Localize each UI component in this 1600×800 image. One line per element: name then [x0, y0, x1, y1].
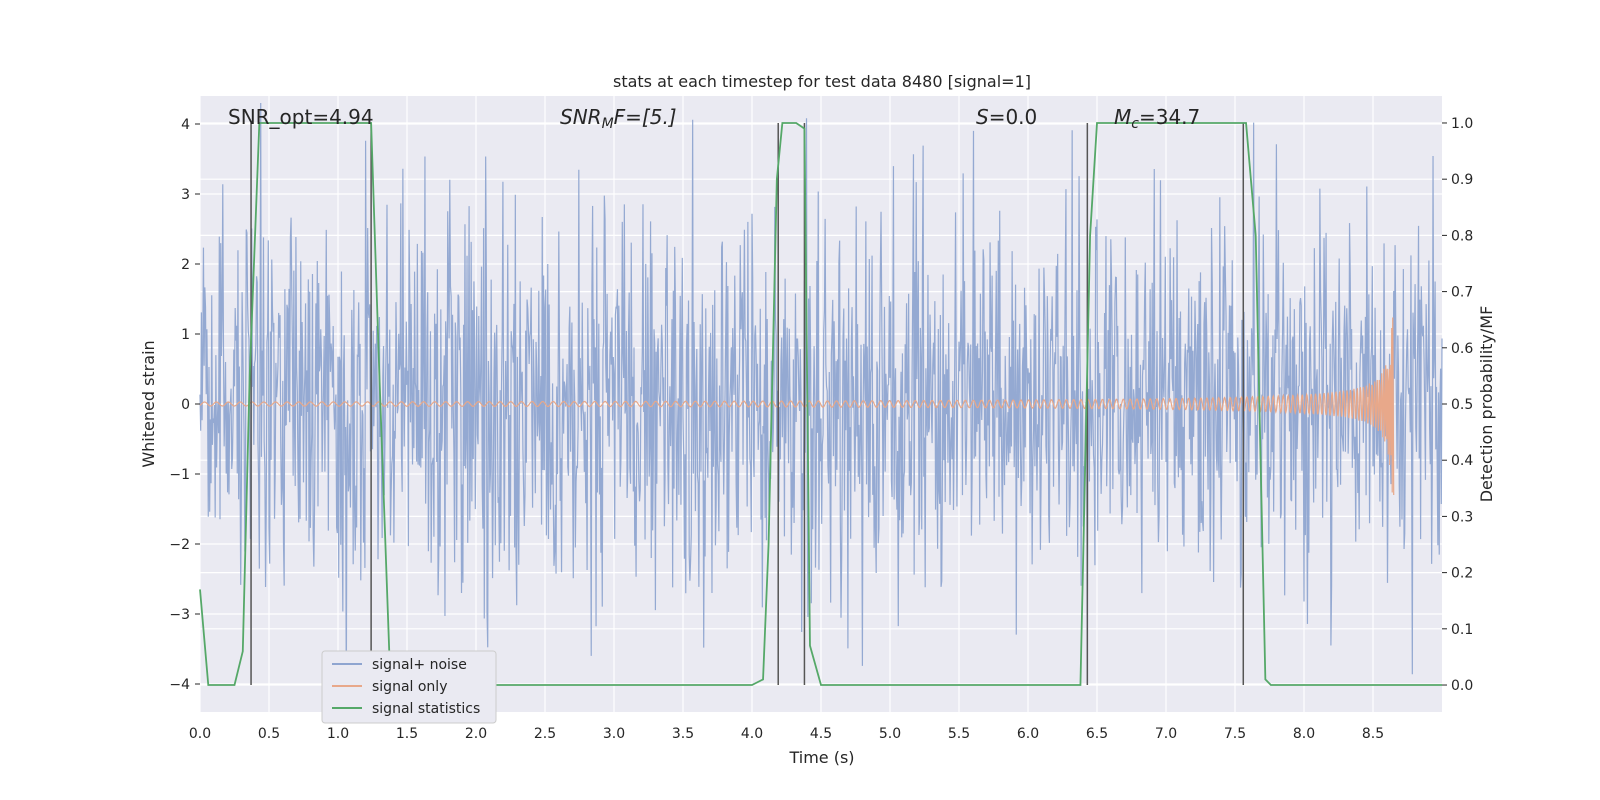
- y2-tick-label: 0.0: [1451, 678, 1473, 694]
- y-tick-label: 1: [181, 327, 190, 343]
- annotation-mc-main: M: [1114, 105, 1131, 129]
- annotation-s-stat: S=0.0: [976, 105, 1037, 129]
- x-tick-label: 1.5: [396, 726, 418, 742]
- chart-title: stats at each timestep for test data 848…: [613, 72, 1031, 91]
- y2-tick-label: 1.0: [1451, 116, 1473, 132]
- annotation-s-main: S: [976, 105, 989, 129]
- x-tick-label: 8.0: [1293, 726, 1315, 742]
- x-axis-label: Time (s): [788, 748, 854, 767]
- x-tick-label: 5.0: [879, 726, 901, 742]
- y2-tick-label: 0.4: [1451, 453, 1473, 469]
- annotation-snr-opt: SNR_opt=4.94: [228, 105, 374, 129]
- x-tick-label: 4.5: [810, 726, 832, 742]
- y2-tick-label: 0.7: [1451, 285, 1473, 301]
- x-tick-label: 6.5: [1086, 726, 1108, 742]
- series-signal-only: [199, 317, 1395, 496]
- y2-axis-label: Detection probability/MF: [1477, 306, 1496, 503]
- x-tick-label: 3.5: [672, 726, 694, 742]
- x-tick-label: 0.5: [258, 726, 280, 742]
- signal-noise-line: [199, 102, 1443, 706]
- y2-tick-label: 0.6: [1451, 341, 1473, 357]
- y-tick-label: −4: [169, 677, 190, 693]
- signal-only-line: [199, 317, 1395, 496]
- signal-statistics-line: [199, 122, 1442, 686]
- x-tick-label: 3.0: [603, 726, 625, 742]
- y2-tick-label: 0.3: [1451, 509, 1473, 525]
- legend: signal+ noise signal only signal statist…: [321, 650, 497, 724]
- y-tick-label: −3: [169, 607, 190, 623]
- y-axis-label: Whitened strain: [139, 340, 158, 467]
- annotation-snr-mf-rest: F=[5.]: [614, 105, 677, 129]
- x-tick-label: 6.0: [1017, 726, 1039, 742]
- y-tick-label: 3: [181, 187, 190, 203]
- y2-tick-label: 0.2: [1451, 566, 1473, 582]
- y-tick-label: 4: [181, 117, 190, 133]
- x-tick-label: 4.0: [741, 726, 763, 742]
- legend-box: [321, 650, 497, 724]
- legend-label-signal-only: signal only: [372, 679, 447, 695]
- x-tick-label: 5.5: [948, 726, 970, 742]
- tick-labels: 0.0 0.5 1.0 1.5 2.0 2.5 3.0 3.5 4.0 4.5 5.0 5.5 6.0 6…: [169, 116, 1473, 742]
- series-signal-noise: [199, 102, 1443, 706]
- y2-tick-label: 0.9: [1451, 172, 1473, 188]
- legend-label-signal-noise: signal+ noise: [372, 657, 467, 673]
- annotation-s-rest: =0.0: [989, 105, 1038, 129]
- y2-tick-label: 0.1: [1451, 622, 1473, 638]
- y2-tick-label: 0.8: [1451, 228, 1473, 244]
- annotation-snr-mf: SNRMF=[5.]: [560, 105, 677, 132]
- annotation-mc: Mc=34.7: [1114, 105, 1200, 132]
- annotation-mc-sub: c: [1131, 116, 1139, 132]
- x-tick-label: 8.5: [1362, 726, 1384, 742]
- y-tick-label: 2: [181, 257, 190, 273]
- x-tick-label: 7.0: [1155, 726, 1177, 742]
- annotation-snr-mf-sub: M: [602, 116, 614, 132]
- annotation-snr-mf-main: SNR: [560, 105, 602, 129]
- x-tick-label: 7.5: [1224, 726, 1246, 742]
- annotation-mc-rest: =34.7: [1139, 105, 1200, 129]
- y-tick-label: −2: [169, 537, 190, 553]
- x-tick-label: 0.0: [189, 726, 211, 742]
- x-tick-label: 2.0: [465, 726, 487, 742]
- y-tick-label: 0: [181, 397, 190, 413]
- x-tick-label: 2.5: [534, 726, 556, 742]
- y-tick-label: −1: [169, 467, 190, 483]
- y2-tick-label: 0.5: [1451, 397, 1473, 413]
- legend-label-signal-statistics: signal statistics: [372, 701, 480, 717]
- x-tick-label: 1.0: [327, 726, 349, 742]
- series-signal-statistics: [199, 122, 1442, 686]
